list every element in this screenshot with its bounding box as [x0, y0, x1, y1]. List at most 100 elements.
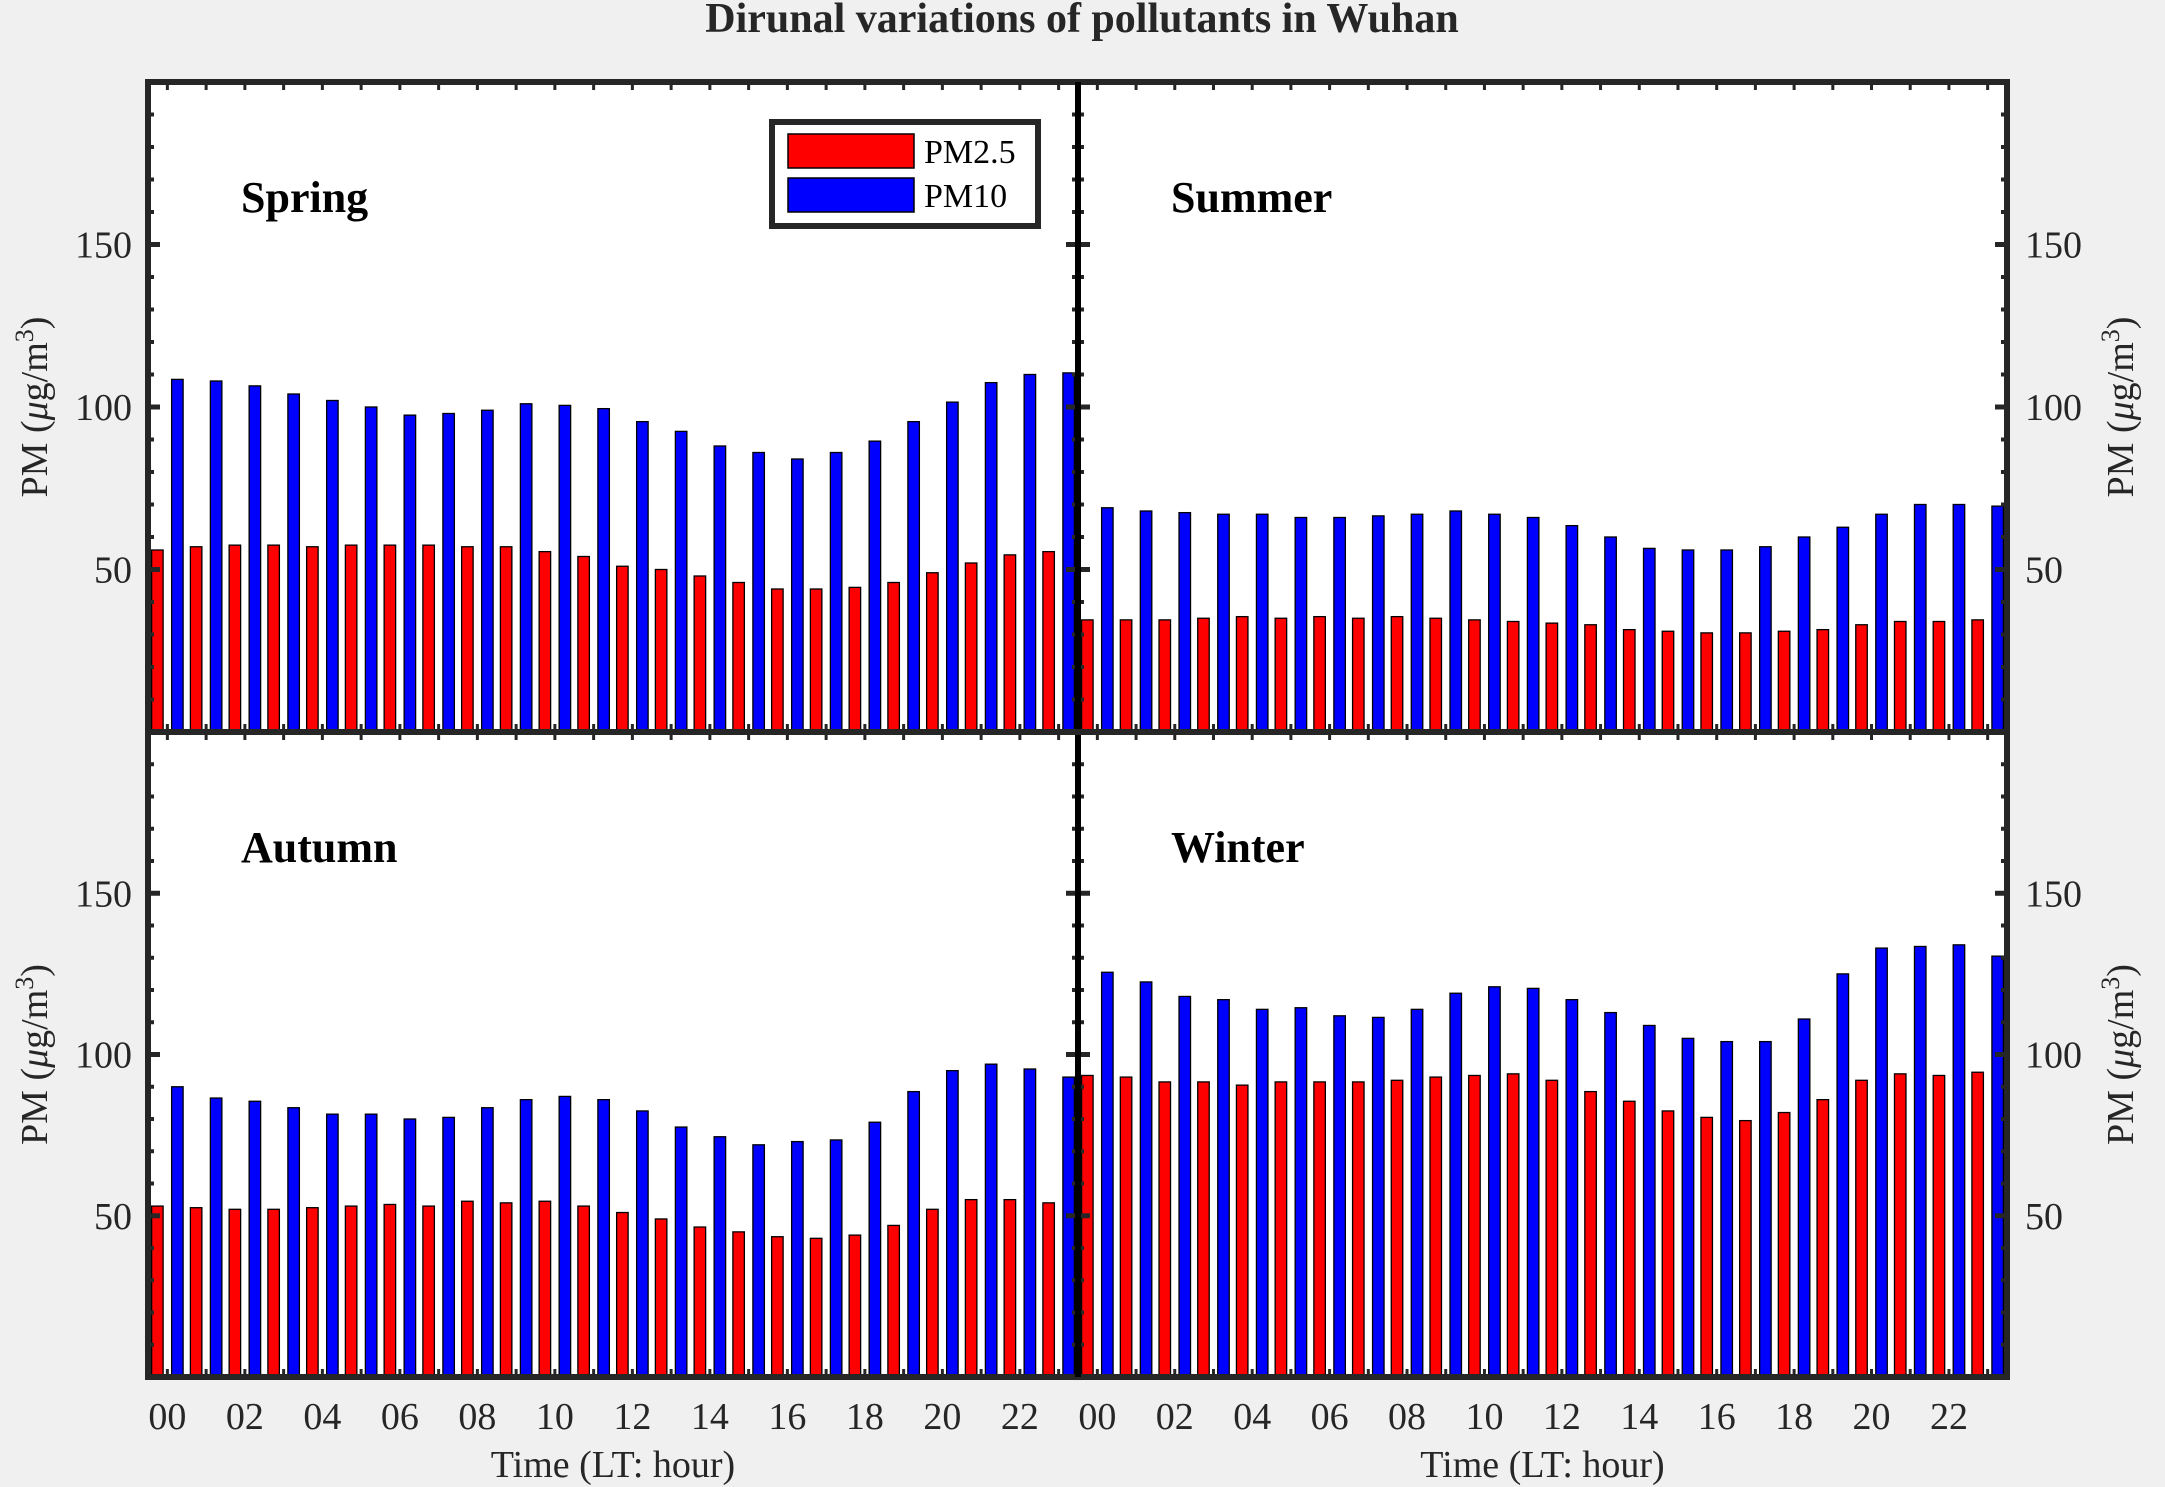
- bar-pm25-02: [1158, 1081, 1172, 1378]
- y-axis-label-part: 3: [2096, 329, 2125, 342]
- bar-pm10-21: [984, 381, 998, 733]
- x-tick-label: 12: [1543, 1396, 1581, 1438]
- bar-pm25-21: [964, 562, 978, 733]
- bar-pm25-07: [422, 1205, 436, 1378]
- bar-pm25-23: [1971, 619, 1985, 733]
- y-tick-label: 50: [2025, 550, 2063, 592]
- bar-pm25-08: [1390, 1079, 1404, 1378]
- bar-pm10-18: [868, 1121, 882, 1378]
- bar-pm25-11: [577, 555, 591, 733]
- bar-pm25-01: [189, 1207, 203, 1378]
- x-tick-label: 16: [768, 1396, 806, 1438]
- bar-pm25-04: [305, 1207, 319, 1378]
- bar-pm25-14: [1622, 1100, 1636, 1378]
- bar-pm25-07: [1351, 1081, 1365, 1378]
- bar-pm25-16: [1700, 1116, 1714, 1378]
- bar-pm25-23: [1971, 1071, 1985, 1378]
- bar-pm25-15: [732, 581, 746, 733]
- x-tick-label: 22: [1930, 1396, 1968, 1438]
- bar-pm10-11: [1526, 987, 1540, 1378]
- bar-pm25-20: [925, 1208, 939, 1378]
- bar-pm10-14: [713, 1136, 727, 1378]
- bar-pm10-05: [1294, 1007, 1308, 1378]
- bar-pm10-14: [1642, 1024, 1656, 1378]
- bar-pm25-16: [770, 1236, 784, 1378]
- bar-pm25-01: [189, 546, 203, 733]
- bar-pm10-06: [403, 414, 417, 733]
- bar-pm10-20: [1875, 513, 1888, 733]
- bar-pm10-22: [1952, 503, 1966, 733]
- bar-pm10-14: [713, 445, 727, 733]
- bar-pm25-18: [848, 1234, 862, 1378]
- y-tick-label: 100: [2025, 387, 2082, 429]
- bar-pm25-23: [1042, 550, 1056, 733]
- bar-pm25-05: [1274, 617, 1288, 733]
- bar-pm25-18: [848, 586, 862, 733]
- bar-pm10-10: [1488, 513, 1501, 733]
- bar-pm25-10: [1468, 1074, 1481, 1378]
- x-tick-label: 20: [1853, 1396, 1891, 1438]
- y-axis-label-part: 3: [10, 977, 39, 990]
- season-label-autumn: Autumn: [241, 823, 398, 872]
- bar-pm10-22: [1023, 373, 1037, 733]
- bar-pm25-06: [383, 544, 397, 733]
- legend-swatch-pm10: [787, 177, 915, 213]
- bar-pm10-04: [325, 399, 339, 733]
- bar-pm25-20: [925, 572, 939, 733]
- bar-pm10-21: [984, 1063, 998, 1378]
- y-tick-label: 50: [94, 550, 132, 592]
- bar-pm10-07: [442, 1116, 456, 1378]
- x-tick-label: 06: [1311, 1396, 1349, 1438]
- bar-pm25-12: [1545, 1079, 1559, 1378]
- y-axis-label: PM (μg/m3): [10, 964, 56, 1145]
- panel-winter: Winter: [1078, 732, 2007, 1378]
- x-tick-label: 08: [1388, 1396, 1426, 1438]
- bar-pm25-19: [887, 1224, 901, 1378]
- bar-pm10-18: [1797, 1018, 1811, 1378]
- y-axis-label-part: μ: [14, 401, 56, 421]
- bar-pm25-16: [770, 588, 784, 733]
- bar-pm25-04: [1235, 615, 1249, 733]
- legend-label-pm10: PM10: [924, 178, 1007, 215]
- bar-pm10-17: [1759, 1040, 1772, 1378]
- y-axis-label-part: g/m: [2100, 990, 2142, 1049]
- bar-pm10-21: [1913, 945, 1927, 1378]
- bar-pm25-11: [1506, 620, 1520, 733]
- bar-pm25-20: [1855, 624, 1868, 733]
- bar-pm10-04: [325, 1113, 339, 1378]
- bar-pm25-07: [1351, 617, 1365, 733]
- bar-pm10-01: [209, 1097, 223, 1378]
- season-label-summer: Summer: [1171, 173, 1332, 222]
- bar-pm10-00: [1100, 971, 1114, 1378]
- bar-pm10-08: [480, 1107, 494, 1378]
- bar-pm25-15: [1661, 630, 1675, 733]
- y-axis-label-part: ): [2100, 317, 2142, 330]
- bar-pm10-05: [364, 1113, 378, 1378]
- y-axis-label-part: ): [14, 317, 56, 330]
- bar-pm10-01: [1139, 981, 1153, 1378]
- bar-pm25-12: [615, 1211, 629, 1378]
- y-axis-label-part: g/m: [14, 342, 56, 401]
- bar-pm10-03: [1217, 513, 1230, 733]
- panel-summer: Summer: [1078, 82, 2007, 733]
- season-label-winter: Winter: [1171, 823, 1305, 872]
- bar-pm10-02: [248, 385, 262, 733]
- bar-pm25-22: [1003, 554, 1017, 733]
- bar-pm25-11: [577, 1205, 591, 1378]
- bar-pm25-01: [1119, 1076, 1133, 1378]
- bar-pm10-21: [1913, 503, 1927, 733]
- y-tick-label: 150: [75, 873, 132, 915]
- bar-pm25-03: [1197, 1081, 1210, 1378]
- bar-pm25-08: [460, 1200, 474, 1378]
- chart-title: Dirunal variations of pollutants in Wuha…: [705, 0, 1459, 42]
- bar-pm25-15: [1661, 1110, 1675, 1378]
- bar-pm25-21: [1893, 620, 1907, 733]
- bar-pm10-07: [1371, 515, 1385, 733]
- bar-pm25-03: [267, 1208, 281, 1378]
- x-tick-label: 12: [613, 1396, 651, 1438]
- y-axis-label-part: ): [14, 964, 56, 977]
- x-axis-label: Time (LT: hour): [491, 1444, 735, 1486]
- bar-pm10-04: [1255, 513, 1269, 733]
- bar-pm10-15: [1681, 549, 1695, 733]
- bar-pm10-13: [674, 430, 688, 733]
